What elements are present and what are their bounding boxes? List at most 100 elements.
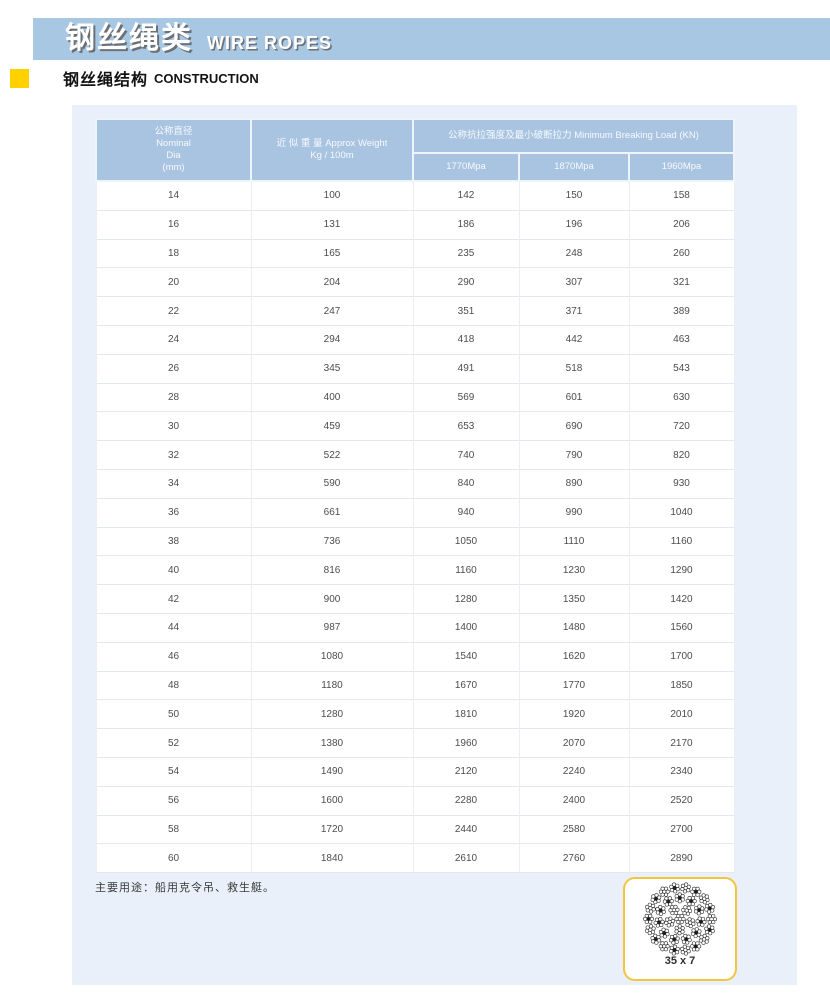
- dia-cell: 30: [95, 411, 252, 441]
- dia-cell: 48: [95, 670, 252, 700]
- weight-cell: 400: [250, 382, 414, 412]
- section-title-en: CONSTRUCTION: [154, 70, 259, 86]
- header-grade-1870: 1870Mpa: [518, 152, 630, 182]
- mbl-1870-cell: 1920: [518, 699, 630, 729]
- mbl-1870-cell: 1230: [518, 555, 630, 585]
- mbl-1960-cell: 2890: [628, 843, 735, 874]
- mbl-1870-cell: 990: [518, 497, 630, 528]
- table-row: 34 590 840 890 930: [95, 468, 735, 499]
- mbl-1770-cell: 840: [412, 468, 520, 499]
- weight-cell: 165: [250, 238, 414, 268]
- mbl-1960-cell: 389: [628, 296, 735, 326]
- section-title-zh: 钢丝绳结构: [63, 72, 149, 89]
- mbl-1870-cell: 248: [518, 238, 630, 268]
- mbl-1870-cell: 790: [518, 440, 630, 470]
- mbl-1870-cell: 518: [518, 353, 630, 384]
- rope-diagram-box: 35 x 7: [623, 877, 737, 981]
- mbl-1870-cell: 150: [518, 180, 630, 211]
- mbl-1960-cell: 158: [628, 180, 735, 211]
- header-approx-weight-line1: 近 似 重 量 Approx Weight: [276, 138, 388, 150]
- mbl-1770-cell: 1280: [412, 584, 520, 614]
- yellow-bullet-icon: [10, 68, 29, 88]
- mbl-1960-cell: 206: [628, 209, 735, 240]
- mbl-1770-cell: 1050: [412, 526, 520, 556]
- rope-cross-section-svg: [642, 882, 718, 956]
- header-nominal-dia: 公称直径 Nominal Dia (mm): [95, 118, 252, 182]
- table-row: 44 987 1400 1480 1560: [95, 612, 735, 643]
- mbl-1960-cell: 1160: [628, 526, 735, 556]
- mbl-1960-cell: 321: [628, 267, 735, 297]
- dia-cell: 20: [95, 267, 252, 297]
- mbl-1770-cell: 653: [412, 411, 520, 441]
- page-banner: 钢丝绳类 WIRE ROPES: [33, 18, 830, 60]
- usage-footnote: 主要用途：船用克令吊、救生艇。: [95, 882, 275, 894]
- mbl-1770-cell: 1400: [412, 612, 520, 643]
- weight-cell: 1180: [250, 670, 414, 700]
- mbl-1960-cell: 720: [628, 411, 735, 441]
- table-row: 22 247 351 371 389: [95, 296, 735, 326]
- mbl-1770-cell: 235: [412, 238, 520, 268]
- table-row: 58 1720 2440 2580 2700: [95, 814, 735, 844]
- dia-cell: 28: [95, 382, 252, 412]
- mbl-1870-cell: 1110: [518, 526, 630, 556]
- mbl-1870-cell: 442: [518, 324, 630, 355]
- table-row: 36 661 940 990 1040: [95, 497, 735, 528]
- dia-cell: 32: [95, 440, 252, 470]
- table-row: 16 131 186 196 206: [95, 209, 735, 240]
- dia-cell: 26: [95, 353, 252, 384]
- mbl-1960-cell: 1700: [628, 641, 735, 672]
- mbl-1770-cell: 940: [412, 497, 520, 528]
- mbl-1960-cell: 543: [628, 353, 735, 384]
- mbl-1870-cell: 890: [518, 468, 630, 499]
- dia-cell: 22: [95, 296, 252, 326]
- dia-cell: 58: [95, 814, 252, 844]
- mbl-1870-cell: 2070: [518, 728, 630, 758]
- weight-cell: 1280: [250, 699, 414, 729]
- mbl-1870-cell: 2580: [518, 814, 630, 844]
- table-row: 30 459 653 690 720: [95, 411, 735, 441]
- table-row: 40 816 1160 1230 1290: [95, 555, 735, 585]
- header-approx-weight: 近 似 重 量 Approx Weight Kg / 100m: [250, 118, 414, 182]
- table-row: 14 100 142 150 158: [95, 180, 735, 211]
- mbl-1770-cell: 1160: [412, 555, 520, 585]
- weight-cell: 1720: [250, 814, 414, 844]
- weight-cell: 1600: [250, 785, 414, 816]
- mbl-1960-cell: 930: [628, 468, 735, 499]
- weight-cell: 661: [250, 497, 414, 528]
- weight-cell: 459: [250, 411, 414, 441]
- dia-cell: 60: [95, 843, 252, 874]
- mbl-1960-cell: 2340: [628, 756, 735, 787]
- table-row: 52 1380 1960 2070 2170: [95, 728, 735, 758]
- mbl-1770-cell: 2440: [412, 814, 520, 844]
- weight-cell: 294: [250, 324, 414, 355]
- table-row: 48 1180 1670 1770 1850: [95, 670, 735, 700]
- weight-cell: 590: [250, 468, 414, 499]
- mbl-1770-cell: 1540: [412, 641, 520, 672]
- weight-cell: 1380: [250, 728, 414, 758]
- mbl-1960-cell: 1040: [628, 497, 735, 528]
- header-breaking-load: 公称抗拉强度及最小破断拉力 Minimum Breaking Load (KN): [412, 118, 735, 154]
- table-row: 60 1840 2610 2760 2890: [95, 843, 735, 874]
- dia-cell: 42: [95, 584, 252, 614]
- dia-cell: 34: [95, 468, 252, 499]
- header-nominal-dia-en1: Nominal: [156, 138, 191, 150]
- mbl-1770-cell: 2280: [412, 785, 520, 816]
- mbl-1770-cell: 1960: [412, 728, 520, 758]
- dia-cell: 54: [95, 756, 252, 787]
- table-header: 公称直径 Nominal Dia (mm) 近 似 重 量 Approx Wei…: [95, 118, 735, 182]
- dia-cell: 38: [95, 526, 252, 556]
- table-row: 28 400 569 601 630: [95, 382, 735, 412]
- mbl-1870-cell: 1770: [518, 670, 630, 700]
- header-grade-1960: 1960Mpa: [628, 152, 735, 182]
- dia-cell: 24: [95, 324, 252, 355]
- mbl-1960-cell: 1290: [628, 555, 735, 585]
- weight-cell: 247: [250, 296, 414, 326]
- mbl-1960-cell: 820: [628, 440, 735, 470]
- table-row: 54 1490 2120 2240 2340: [95, 756, 735, 787]
- mbl-1960-cell: 260: [628, 238, 735, 268]
- weight-cell: 1840: [250, 843, 414, 874]
- weight-cell: 131: [250, 209, 414, 240]
- mbl-1770-cell: 1670: [412, 670, 520, 700]
- table-row: 32 522 740 790 820: [95, 440, 735, 470]
- table-row: 46 1080 1540 1620 1700: [95, 641, 735, 672]
